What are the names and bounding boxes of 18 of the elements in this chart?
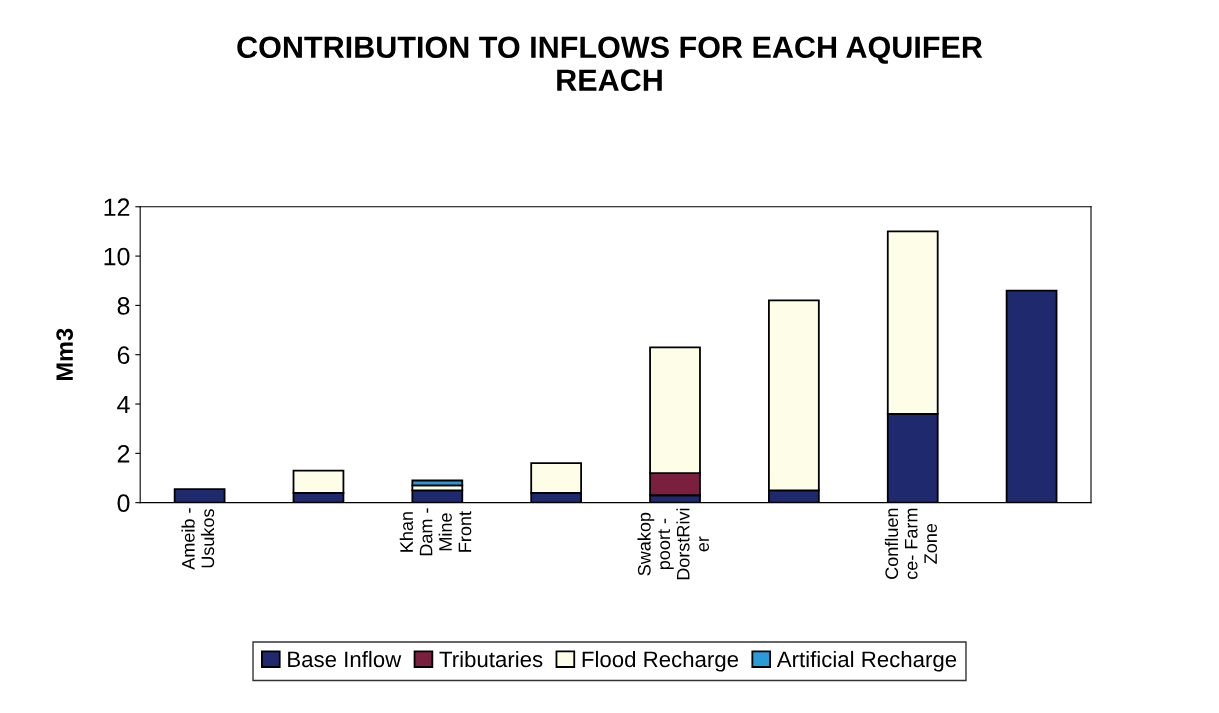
x-tick-label: Swakop poort - DorstRivi er (637, 508, 710, 580)
y-tick-label: 6 (117, 346, 130, 365)
y-tick-label: 10 (104, 247, 130, 266)
legend-label: Base Inflow (288, 650, 402, 668)
y-tick-label: 8 (117, 297, 130, 315)
bar (411, 479, 464, 487)
legend-label: Tributaries (439, 650, 543, 668)
legend-label: Artificial Recharge (776, 650, 957, 672)
x-tick-label: Khan Dam - Mine Front (399, 508, 472, 556)
legend-label: Flood Recharge (582, 650, 739, 672)
y-tick-label: 12 (104, 198, 130, 216)
y-tick-label: 2 (117, 444, 130, 463)
y-axis-title: Mm3 (56, 328, 74, 381)
x-tick-label: Confluen ce- Farm Zone (884, 508, 938, 579)
x-tick-label: Ameib - Usukos (181, 508, 215, 570)
y-tick-label: 0 (117, 494, 130, 512)
chart-title: CONTRIBUTION TO INFLOWS FOR EACH AQUIFER REACH (237, 36, 983, 92)
y-tick-label: 4 (117, 395, 130, 414)
